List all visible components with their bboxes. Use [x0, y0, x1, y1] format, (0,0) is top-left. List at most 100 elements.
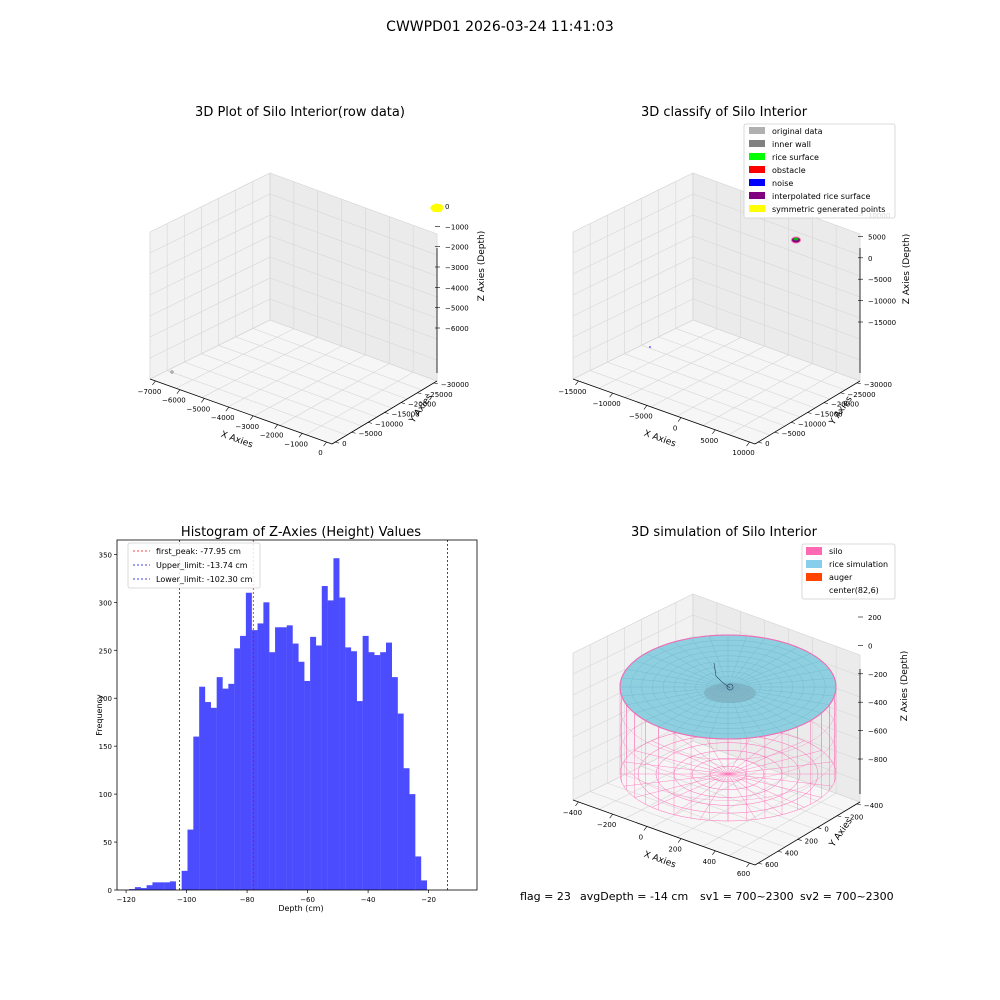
histogram-bar [275, 627, 282, 890]
grid-line [702, 784, 813, 847]
y-tick-label: 400 [785, 849, 798, 857]
grid-line [692, 593, 861, 656]
grid-line [692, 193, 861, 256]
auger-path [713, 662, 731, 689]
z-tick-label: −6000 [445, 325, 469, 333]
grid-line [598, 749, 717, 810]
panel-classify-zlabel: Z Axies (Depth) [902, 234, 912, 305]
grid-line [607, 361, 786, 427]
footer-sv1: sv1 = 700~2300 [700, 890, 794, 903]
data-point [432, 208, 436, 212]
y-tick [367, 422, 373, 424]
z-tick-label: −3000 [445, 264, 469, 272]
y-tick-label: −15000 [815, 411, 843, 419]
histogram-bar [134, 887, 141, 890]
grid-line [269, 193, 438, 256]
rice-surface-mesh [626, 669, 729, 688]
x-tick [152, 380, 156, 386]
legend-label: rice simulation [829, 560, 888, 569]
x-tick [274, 424, 278, 429]
histogram-bar [315, 645, 322, 890]
x-tick-label: 10000 [732, 449, 754, 457]
histogram-bar [368, 652, 375, 890]
x-tick-label: −7000 [138, 388, 162, 396]
legend-label: original data [772, 127, 823, 136]
histogram-bar [199, 686, 206, 890]
grid-line [305, 372, 414, 435]
y-tick-label: 0 [824, 826, 828, 834]
panel-classify-axes [572, 172, 861, 445]
x-tick [249, 415, 254, 421]
x-tick-label: −15000 [558, 388, 586, 396]
y-tick [807, 412, 812, 414]
grid-line [269, 172, 438, 235]
histogram-bar [374, 655, 381, 890]
grid-line [598, 328, 717, 389]
z-tick-label: −4000 [445, 284, 469, 292]
histogram-bar [222, 688, 229, 890]
y-tick-label: 150 [99, 743, 112, 751]
y-tick-label: −10000 [798, 420, 826, 428]
grid-line [572, 214, 694, 275]
legend-label: first_peak: -77.95 cm [156, 547, 241, 556]
histogram-bar [169, 881, 176, 890]
grid-line [692, 740, 861, 803]
z-tick-label: 0 [868, 255, 872, 263]
silo-floor-spoke [727, 773, 783, 815]
plot-frame [116, 539, 478, 891]
panel-histogram: Histogram of Z-Axies (Height) Values −12… [95, 525, 478, 913]
x-tick-label: −6000 [162, 397, 186, 405]
grid-line [692, 298, 861, 361]
x-tick-label: −40 [361, 896, 376, 904]
histogram-bar [362, 635, 369, 890]
z-tick-label: −800 [868, 756, 887, 764]
x-tick-label: 400 [703, 858, 716, 866]
grid-line [624, 758, 741, 819]
noise-point [649, 346, 651, 348]
grid-line [269, 277, 438, 340]
grid-line [607, 782, 786, 848]
histogram-bar [210, 707, 217, 890]
y-tick [351, 431, 356, 434]
x-tick [746, 441, 750, 447]
silo-top-rim [619, 634, 837, 740]
y-tick [797, 839, 802, 841]
histogram-bar [333, 558, 340, 890]
x-tick-label: −20 [421, 896, 436, 904]
histogram-bar [140, 888, 147, 890]
y-tick [384, 412, 389, 414]
grid-line [149, 298, 271, 359]
grid-line [269, 214, 438, 277]
panel-simulation-ylabel: Y Axies [827, 816, 855, 849]
grid-line [728, 372, 837, 435]
grid-line [728, 793, 837, 856]
grid-line [235, 336, 408, 400]
histogram-bar [205, 702, 211, 890]
z-tick-label: −1000 [445, 223, 469, 231]
z-tick-label: 5000 [868, 233, 886, 241]
histogram-bar [298, 661, 305, 890]
figure-suptitle: CWWPD01 2026-03-24 11:41:03 [386, 19, 614, 35]
x-tick [643, 826, 648, 831]
z-tick-label: −200 [868, 671, 887, 679]
legend-label: noise [772, 179, 793, 188]
x-axis-line [572, 378, 756, 445]
panel-simulation-title: 3D simulation of Silo Interior [631, 525, 818, 540]
grid-line [692, 319, 861, 382]
histogram-bar [391, 677, 398, 890]
y-tick [758, 441, 763, 444]
legend-swatch [749, 166, 765, 173]
rice-surface-mesh [658, 647, 729, 688]
legend-label: rice surface [772, 153, 819, 162]
panel-raw-axes [149, 172, 438, 445]
footer-avg-depth: avgDepth = -14 cm [580, 890, 688, 903]
y-tick [774, 431, 779, 434]
data-point [435, 203, 439, 207]
rice-surface-mesh [727, 638, 766, 688]
panel-raw-zlabel: Z Axies (Depth) [477, 231, 487, 302]
y-tick [433, 382, 438, 385]
grid-line [269, 256, 438, 319]
grid-line [149, 319, 271, 380]
grid-line [149, 193, 271, 254]
panel-simulation-ticks: −400−20002004006006004002000−200−4002000… [563, 614, 887, 878]
